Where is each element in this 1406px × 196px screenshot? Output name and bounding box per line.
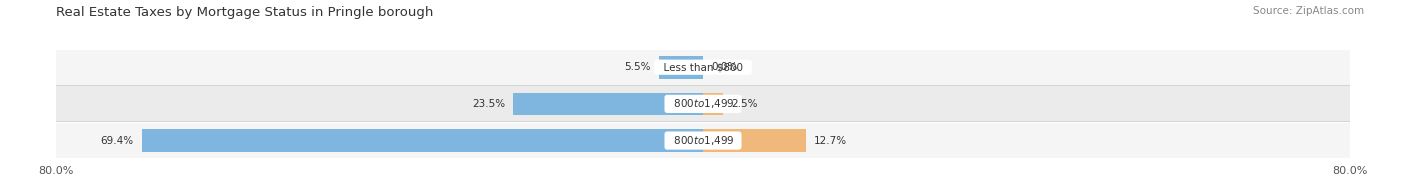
Text: Less than $800: Less than $800	[657, 62, 749, 72]
Bar	[703, 129, 806, 152]
Text: 23.5%: 23.5%	[472, 99, 505, 109]
Text: 12.7%: 12.7%	[814, 136, 846, 146]
FancyBboxPatch shape	[56, 50, 1350, 85]
Text: $800 to $1,499: $800 to $1,499	[666, 97, 740, 110]
Text: Real Estate Taxes by Mortgage Status in Pringle borough: Real Estate Taxes by Mortgage Status in …	[56, 6, 433, 19]
Bar	[658, 56, 703, 79]
Bar	[513, 93, 703, 115]
Bar	[142, 129, 703, 152]
Text: 0.0%: 0.0%	[711, 62, 737, 72]
Bar	[703, 93, 723, 115]
Text: Source: ZipAtlas.com: Source: ZipAtlas.com	[1253, 6, 1364, 16]
Text: 69.4%: 69.4%	[101, 136, 134, 146]
Text: 5.5%: 5.5%	[624, 62, 651, 72]
Text: $800 to $1,499: $800 to $1,499	[666, 134, 740, 147]
FancyBboxPatch shape	[56, 86, 1350, 122]
FancyBboxPatch shape	[56, 123, 1350, 158]
Text: 2.5%: 2.5%	[731, 99, 758, 109]
